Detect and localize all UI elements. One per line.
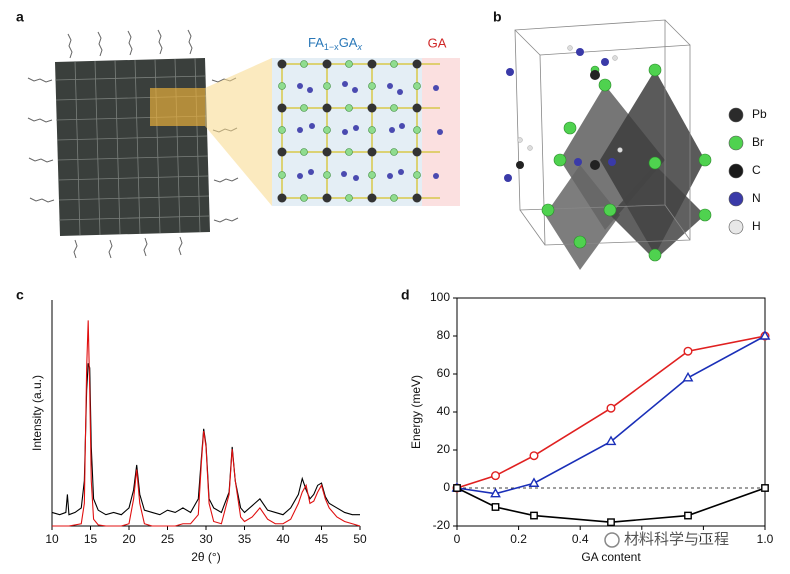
x-tick-label: 10: [45, 532, 59, 546]
legend-label: Pb: [752, 107, 767, 121]
watermark-text: 材料科学与工程: [624, 531, 729, 548]
marker: [759, 330, 771, 340]
x-tick-label: 35: [238, 532, 252, 546]
x-tick-label: 40: [276, 532, 290, 546]
composition-sub: 1−x: [324, 42, 339, 52]
marker: [453, 484, 461, 492]
marker: [761, 484, 769, 492]
y-tick-label: -20: [433, 518, 451, 532]
y-tick-label: 100: [430, 290, 450, 304]
composition-ga: GA: [339, 35, 358, 50]
y-tick-label: 20: [437, 442, 451, 456]
x-axis-label: GA content: [581, 550, 641, 564]
legend-swatch: [728, 219, 744, 235]
x-tick-label: 0: [454, 532, 461, 546]
legend-swatch: [728, 107, 744, 123]
y-tick-label: 80: [437, 328, 451, 342]
marker: [606, 403, 616, 413]
y-tick-label: 40: [437, 404, 451, 418]
x-tick-label: 0.4: [572, 532, 589, 546]
legend-label: C: [752, 163, 761, 177]
legend-label: N: [752, 191, 761, 205]
panel-label: b: [493, 9, 502, 25]
marker: [607, 518, 615, 527]
marker: [529, 451, 539, 461]
x-tick-label: 0.2: [510, 532, 527, 546]
marker: [491, 503, 500, 511]
watermark: 材料科学与工程: [604, 529, 731, 549]
ga-label: GA: [428, 35, 447, 50]
x-tick-label: 20: [122, 532, 136, 546]
x-tick-label: 0.6: [633, 532, 650, 546]
x-tick-label: 50: [353, 532, 367, 546]
legend: Pb Br CNH: [728, 107, 767, 235]
marker: [491, 471, 501, 481]
x-tick-label: 15: [84, 532, 98, 546]
y-tick-label: 60: [437, 366, 451, 380]
x-tick-label: 0.8: [695, 532, 712, 546]
marker: [528, 477, 540, 487]
marker: [605, 435, 617, 446]
legend-swatch: [728, 135, 744, 151]
legend-label: Br: [752, 135, 764, 149]
panel-label: a: [16, 9, 24, 25]
legend-swatch: [728, 163, 744, 179]
legend-swatch: [728, 191, 744, 207]
marker: [490, 487, 501, 498]
chart: 10 15 20 25 30 35 40 45 50 2θ (°) Intensity (a.u.): [30, 300, 367, 564]
composition-label: FA1−xGAx: [308, 35, 362, 52]
x-axis-label: 2θ (°): [191, 550, 220, 564]
marker: [682, 371, 694, 382]
legend-label: H: [752, 219, 761, 233]
marker: [683, 346, 693, 356]
y-tick-label: 0: [443, 480, 450, 494]
x-tick-label: 30: [199, 532, 213, 546]
panel-label: d: [401, 287, 410, 303]
series-line: [456, 335, 766, 495]
panel-label: c: [16, 287, 24, 303]
series-line: [456, 487, 766, 524]
series-line: [52, 320, 361, 527]
series-line: [51, 363, 360, 516]
x-tick-label: 45: [315, 532, 329, 546]
crystal-structure: [504, 19, 712, 270]
composition-base: FA: [308, 35, 324, 50]
composition-sub: x: [356, 42, 362, 52]
y-axis-label: Energy (meV): [409, 375, 423, 449]
x-tick-label: 25: [161, 532, 175, 546]
x-tick-label: 1.0: [757, 532, 774, 546]
marker: [530, 511, 538, 520]
y-axis-label: Intensity (a.u.): [30, 375, 44, 451]
nanocrystal: [27, 29, 272, 259]
marker: [684, 511, 692, 520]
series-line: [456, 335, 766, 489]
lattice: [272, 58, 460, 206]
